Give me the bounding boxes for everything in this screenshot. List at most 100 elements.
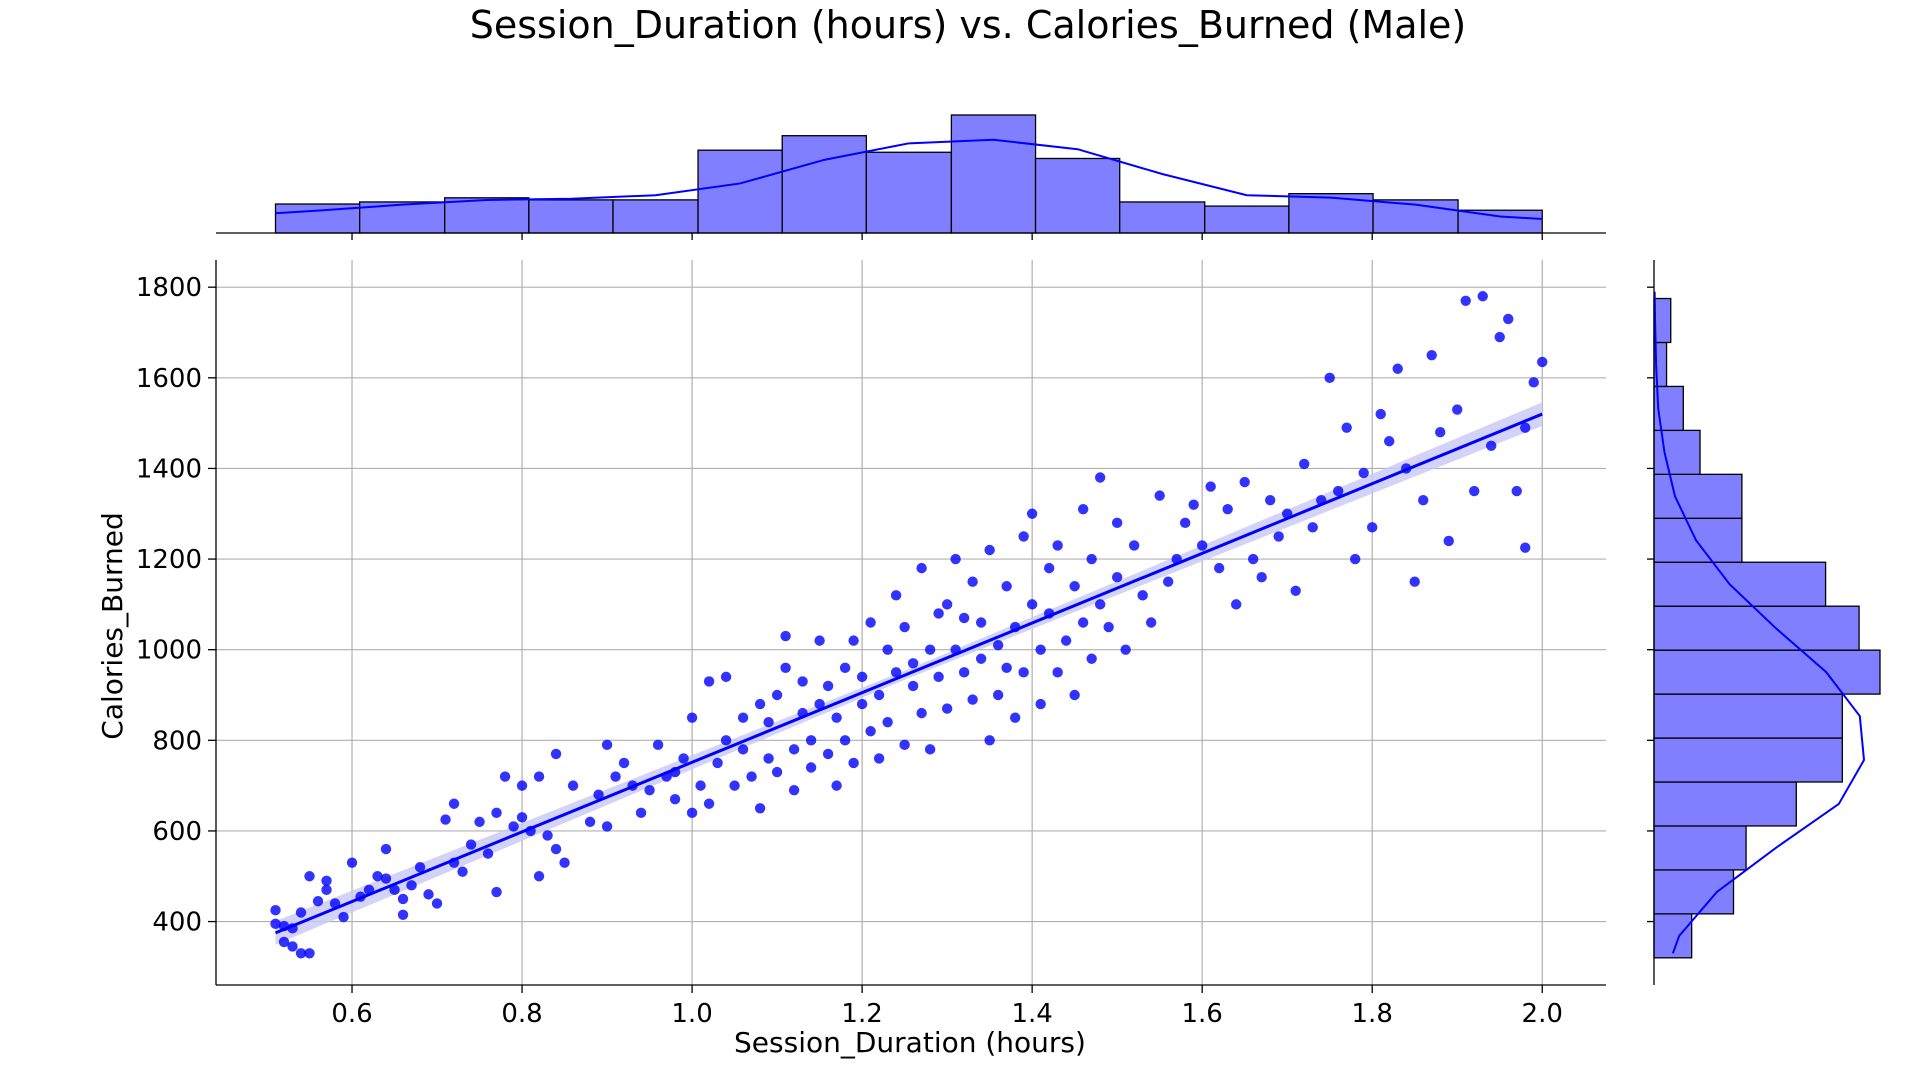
scatter-point	[780, 662, 791, 674]
right-hist-bar	[1653, 781, 1797, 827]
scatter-point	[695, 780, 706, 791]
x-tick-label: 1.0	[671, 999, 712, 1029]
right-hist-bar	[1653, 649, 1881, 695]
scatter-point	[737, 712, 749, 723]
scatter-point	[1520, 542, 1531, 553]
scatter-point	[1452, 404, 1463, 415]
scatter-point	[372, 871, 383, 882]
scatter-point	[805, 762, 817, 773]
scatter-point	[1409, 576, 1420, 587]
regression-line	[274, 412, 1543, 935]
scatter-point	[1392, 363, 1403, 374]
scatter-point	[669, 794, 681, 805]
scatter-point	[1239, 476, 1250, 488]
scatter-point	[686, 712, 698, 723]
scatter-point	[1537, 356, 1548, 368]
x-tick-label: 1.8	[1352, 999, 1393, 1029]
scatter-point	[508, 821, 519, 832]
y-tick-label: 1200	[136, 545, 202, 575]
scatter-point	[610, 771, 621, 782]
scatter-point	[992, 689, 1004, 701]
scatter-point	[1469, 485, 1480, 497]
scatter-point	[312, 895, 324, 907]
scatter-point	[992, 639, 1004, 651]
scatter-point	[635, 807, 647, 819]
top-hist-bar	[1034, 157, 1121, 234]
scatter-point	[1086, 553, 1097, 565]
scatter-point	[1077, 504, 1089, 515]
scatter-point	[1273, 531, 1284, 542]
scatter-point	[389, 884, 400, 896]
scatter-point	[797, 676, 808, 687]
scatter-point	[533, 771, 545, 782]
scatter-point	[1196, 540, 1208, 551]
scatter-point	[950, 553, 961, 565]
scatter-point	[1418, 494, 1429, 506]
scatter-point	[1001, 581, 1012, 592]
scatter-point	[397, 893, 409, 905]
scatter-point	[958, 667, 970, 678]
scatter-point	[1520, 422, 1531, 433]
scatter-point	[270, 918, 281, 930]
scatter-point	[712, 757, 723, 769]
scatter-point	[933, 671, 944, 683]
scatter-point	[448, 798, 460, 809]
scatter-point	[1307, 522, 1318, 533]
scatter-point	[1103, 621, 1114, 633]
scatter-point	[814, 635, 825, 646]
scatter-point	[899, 739, 910, 751]
scatter-point	[882, 716, 893, 728]
scatter-point	[440, 814, 451, 825]
scatter-point	[321, 884, 332, 896]
scatter-point	[474, 816, 485, 828]
scatter-point	[1069, 581, 1080, 592]
scatter-point	[720, 671, 732, 683]
scatter-point	[686, 807, 698, 819]
scatter-point	[941, 599, 953, 610]
scatter-point	[1494, 331, 1505, 343]
scatter-point	[1460, 295, 1471, 306]
scatter-point	[287, 941, 298, 952]
scatter-point	[584, 816, 596, 828]
scatter-point	[550, 843, 562, 855]
right-hist-bar	[1653, 825, 1747, 871]
scatter-point	[720, 735, 732, 746]
scatter-point	[601, 739, 613, 751]
scatter-point	[822, 680, 834, 692]
scatter-point	[1443, 535, 1454, 547]
scatter-point	[1052, 540, 1063, 551]
scatter-point	[1367, 522, 1378, 533]
scatter-point	[346, 857, 358, 868]
scatter-points	[270, 291, 1548, 959]
right-kde-curve	[1653, 291, 1866, 954]
right-hist-bar	[1653, 473, 1743, 519]
scatter-point	[1375, 408, 1386, 420]
scatter-point	[1018, 531, 1029, 542]
scatter-point	[1333, 485, 1344, 497]
scatter-point	[1213, 562, 1225, 574]
scatter-point	[644, 784, 655, 796]
scatter-point	[516, 780, 528, 791]
scatter-point	[380, 873, 392, 884]
scatter-point	[703, 798, 715, 809]
scatter-point	[1503, 313, 1514, 325]
scatter-point	[1477, 291, 1488, 302]
scatter-point	[975, 617, 987, 628]
scatter-point	[873, 753, 885, 764]
scatter-point	[1511, 485, 1522, 497]
scatter-point	[703, 676, 715, 687]
y-tick-label: 800	[152, 726, 202, 756]
scatter-point	[839, 735, 851, 746]
scatter-point	[1264, 494, 1276, 506]
y-tick-label: 1800	[136, 273, 202, 303]
scatter-point	[278, 936, 290, 948]
scatter-point	[1256, 571, 1267, 583]
scatter-point	[746, 771, 757, 782]
scatter-point	[1120, 644, 1131, 655]
scatter-point	[1094, 472, 1106, 483]
scatter-point	[754, 803, 766, 814]
scatter-point	[1069, 689, 1080, 701]
x-tick-label: 1.6	[1181, 999, 1222, 1029]
scatter-point	[958, 612, 970, 624]
